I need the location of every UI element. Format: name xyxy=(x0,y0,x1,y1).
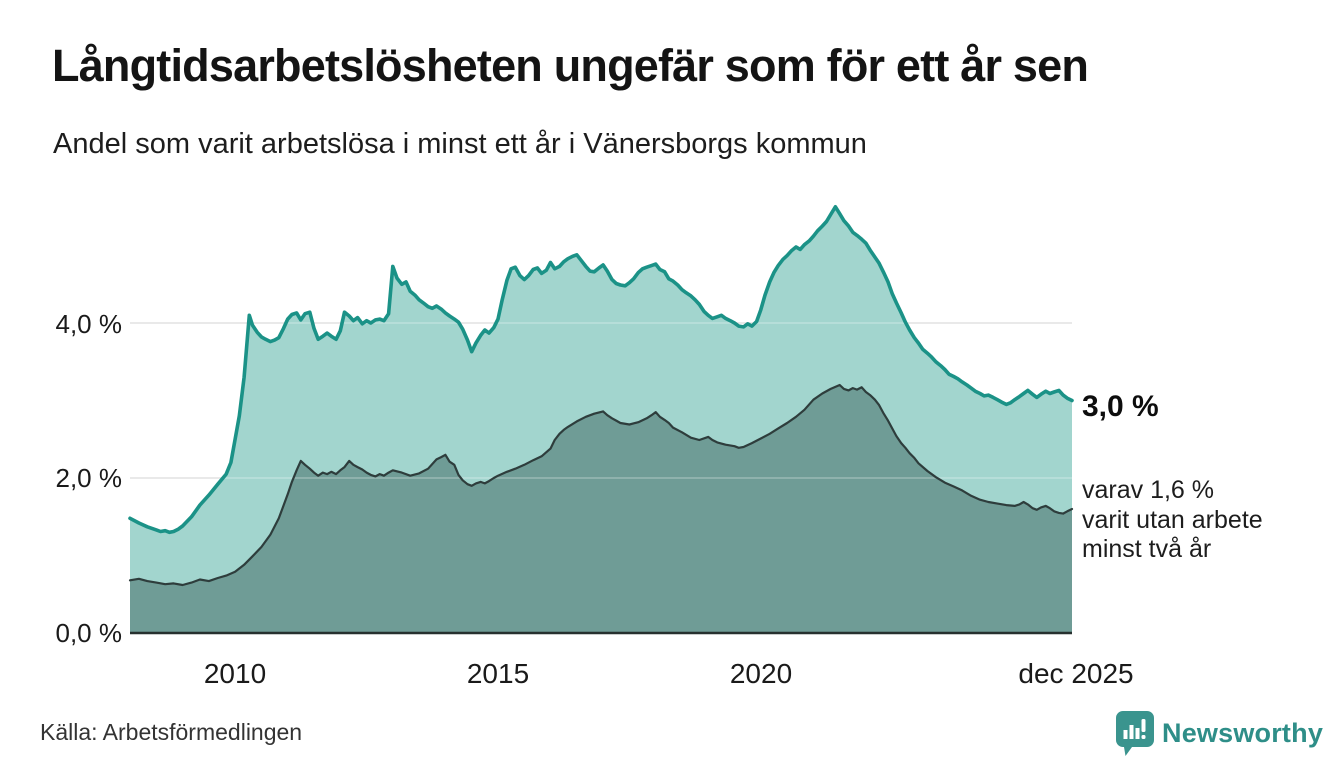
y-tick-2: 2,0 % xyxy=(55,463,123,493)
area-fill-unemployed-2year xyxy=(130,385,1072,633)
source-note: Källa: Arbetsförmedlingen xyxy=(40,719,303,745)
y-tick-4: 4,0 % xyxy=(55,309,123,339)
line-unemployed-1year xyxy=(128,205,1074,535)
series-end-value-label: 3,0 % xyxy=(1082,390,1159,423)
x-tick-2020: 2020 xyxy=(729,658,793,689)
newsworthy-bubble-chart-icon xyxy=(1116,711,1154,756)
series-end-sublabel: varav 1,6 % varit utan arbete minst två … xyxy=(1082,476,1263,563)
brand-logo: Newsworthy xyxy=(1115,710,1323,757)
x-tick-dec-2025: dec 2025 xyxy=(1018,658,1134,689)
x-tick-2015: 2015 xyxy=(466,658,530,689)
x-tick-2010: 2010 xyxy=(203,658,267,689)
y-tick-0: 0,0 % xyxy=(55,618,123,648)
line-unemployed-2year xyxy=(128,383,1074,587)
page-subtitle: Andel som varit arbetslösa i minst ett å… xyxy=(53,128,867,160)
page-title: Långtidsarbetslösheten ungefär som för e… xyxy=(52,40,1089,91)
mini-bar-chart-glyph xyxy=(1123,719,1146,739)
brand-name: Newsworthy xyxy=(1162,718,1324,748)
